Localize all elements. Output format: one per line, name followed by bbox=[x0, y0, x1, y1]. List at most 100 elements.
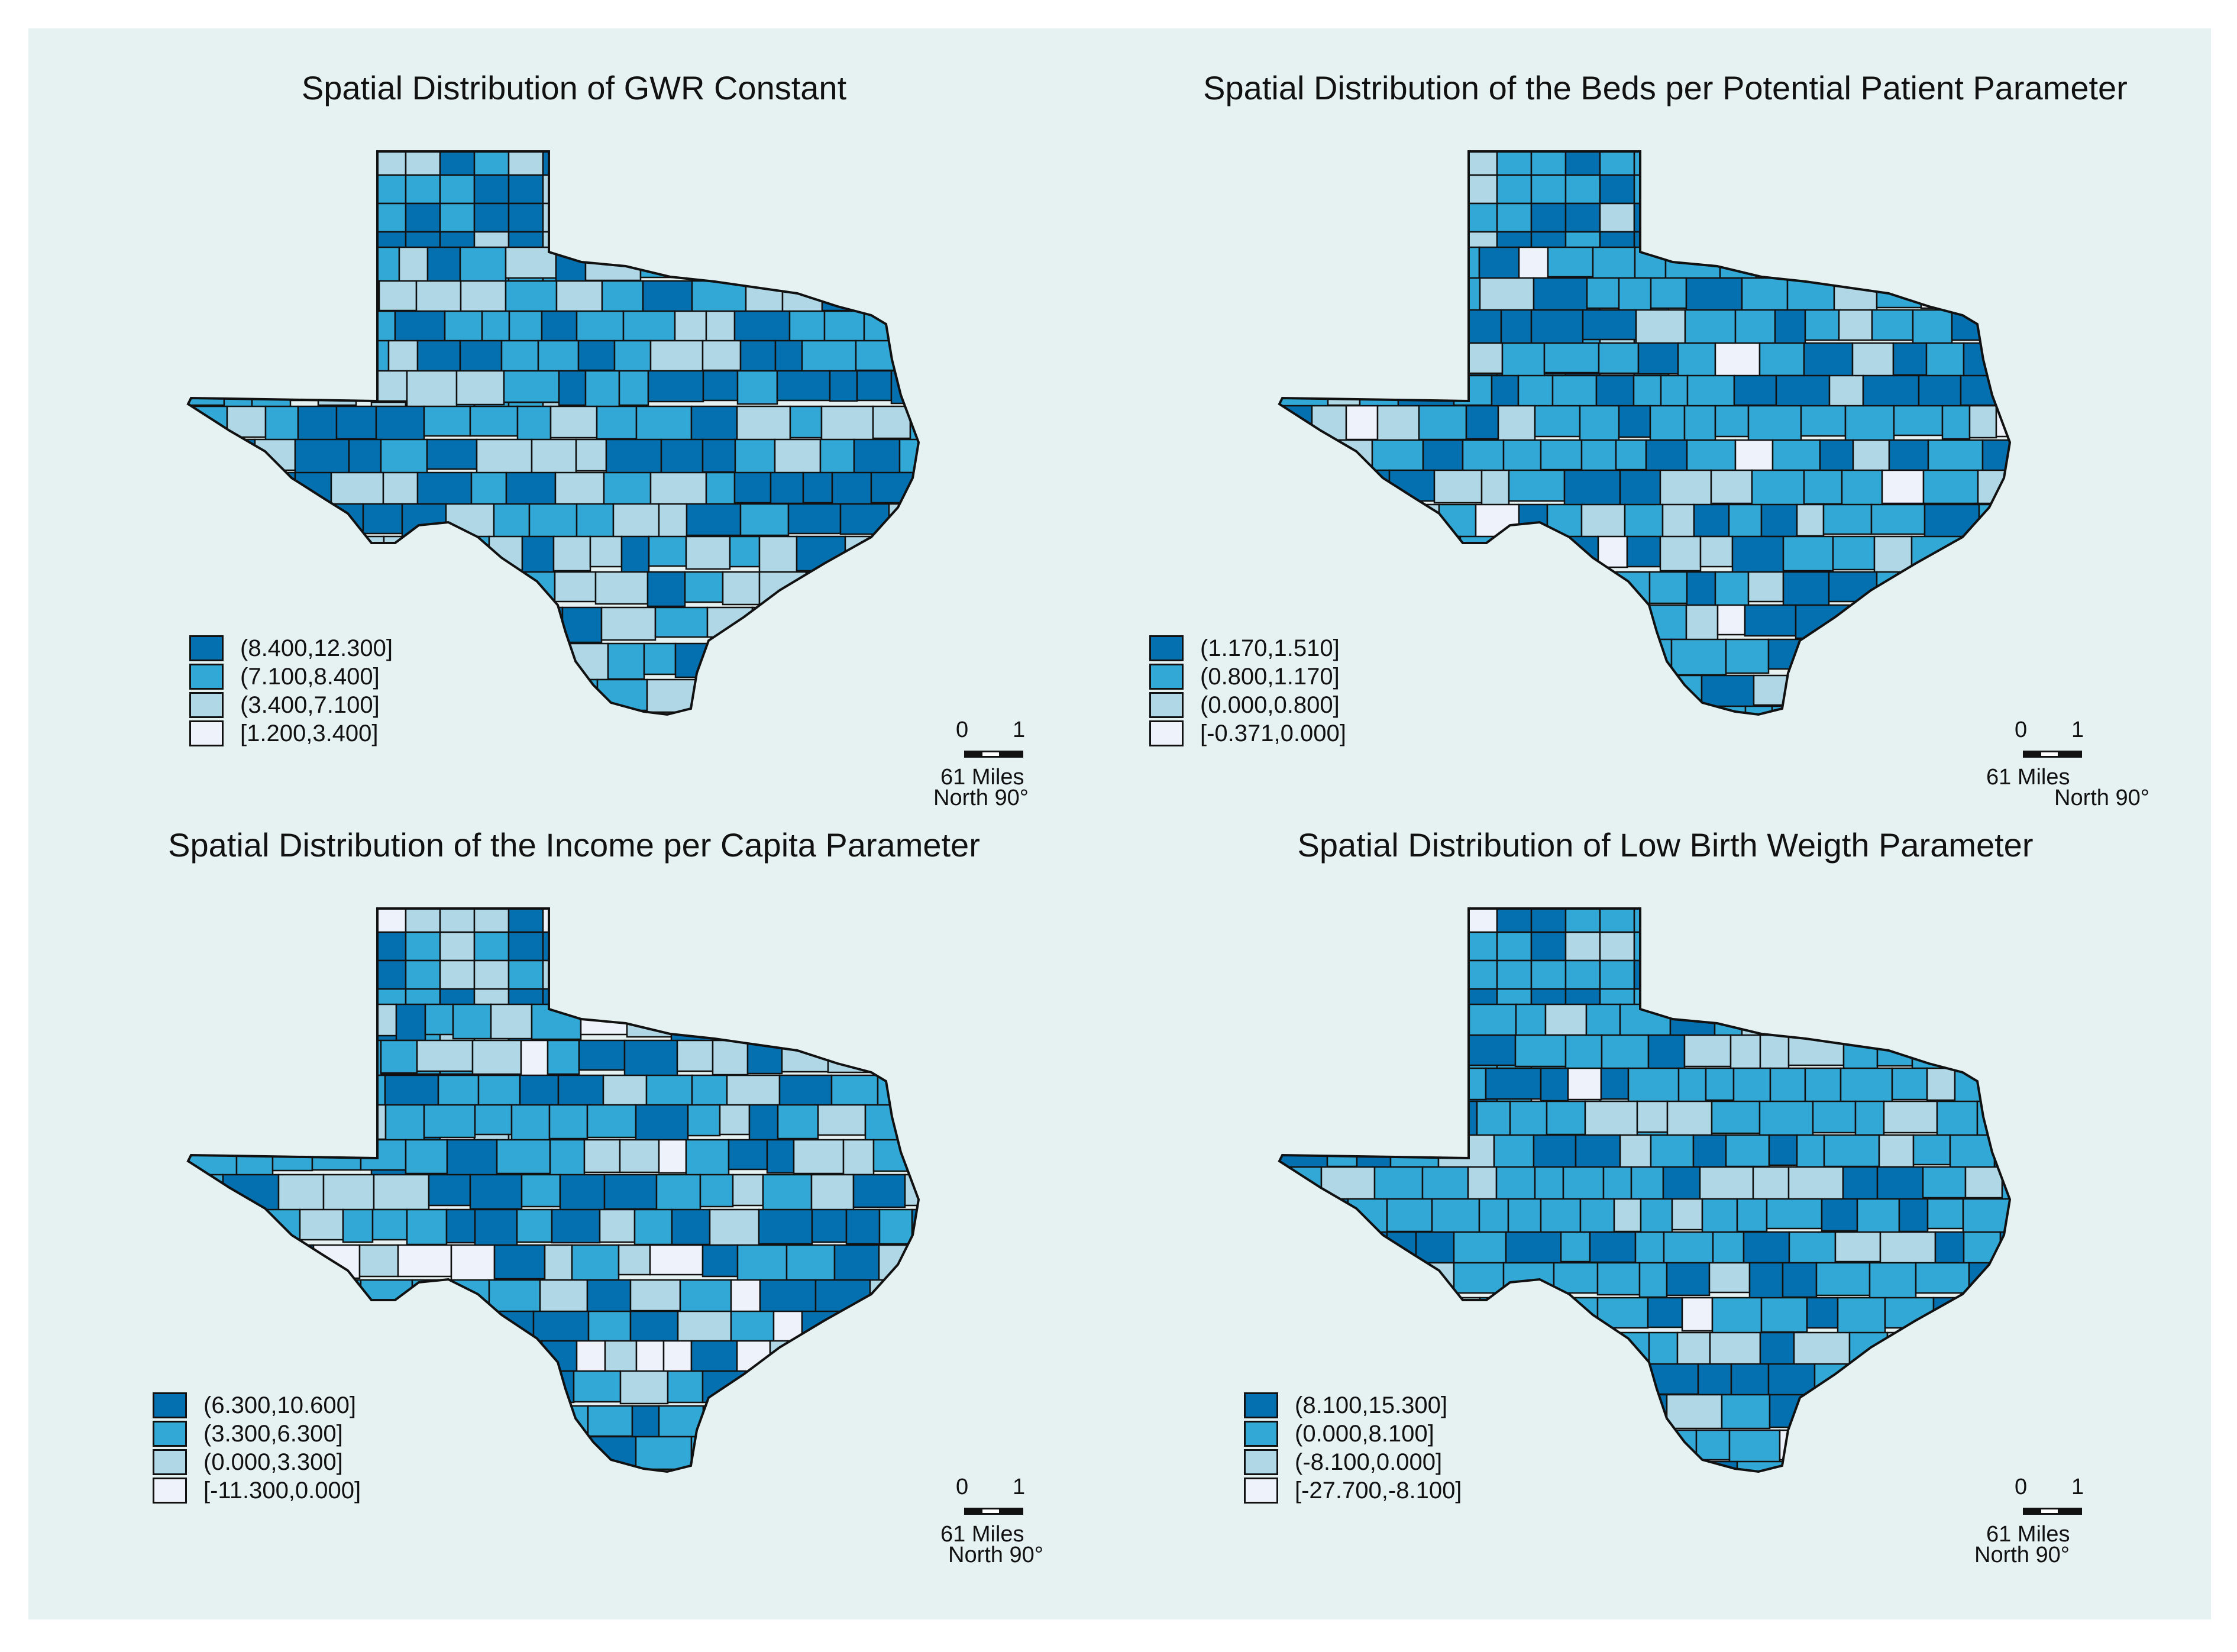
county-cell bbox=[1389, 1297, 1440, 1335]
county-cell bbox=[648, 535, 687, 567]
county-cell bbox=[687, 1104, 721, 1137]
county-cell bbox=[1444, 1331, 1484, 1363]
north-arrow-label: North 90° bbox=[948, 1543, 1043, 1567]
county-cell bbox=[1585, 1003, 1621, 1039]
county-cell bbox=[1926, 1198, 1964, 1230]
county-cell bbox=[1279, 1262, 1310, 1301]
county-cell bbox=[1733, 374, 1777, 406]
county-cell bbox=[277, 1173, 325, 1213]
county-cell bbox=[1573, 674, 1618, 707]
county-cell bbox=[1534, 1166, 1564, 1202]
county-cell bbox=[1579, 1198, 1615, 1234]
county-cell bbox=[1812, 1100, 1857, 1134]
county-cell bbox=[1300, 1297, 1341, 1331]
county-cell bbox=[1663, 1231, 1714, 1268]
county-cell bbox=[856, 370, 893, 402]
county-cell bbox=[774, 340, 803, 374]
county-cell bbox=[584, 370, 620, 409]
county-cell bbox=[1990, 674, 2010, 710]
county-cell bbox=[1857, 705, 1889, 715]
county-cell bbox=[1710, 469, 1753, 505]
county-cell bbox=[481, 310, 510, 342]
county-cell bbox=[296, 571, 328, 603]
county-cell bbox=[1802, 246, 1845, 279]
county-cell bbox=[623, 713, 671, 715]
county-cell bbox=[489, 1310, 535, 1347]
county-cell bbox=[870, 471, 917, 504]
north-arrow-label: North 90° bbox=[1974, 1543, 2070, 1567]
map-panel-gwr-constant: Spatial Distribution of GWR Constant (8.… bbox=[28, 28, 1120, 824]
scale-units: 61 Miles bbox=[1986, 765, 2070, 790]
county-cell bbox=[1279, 1003, 1320, 1036]
county-cell bbox=[1351, 1100, 1397, 1133]
county-cell bbox=[216, 438, 256, 473]
county-cell bbox=[289, 370, 319, 402]
county-cell bbox=[1462, 439, 1505, 475]
county-cell bbox=[639, 246, 691, 279]
county-cell bbox=[303, 1074, 348, 1108]
county-cell bbox=[804, 1003, 859, 1036]
county-cell bbox=[1882, 1394, 1916, 1428]
county-cell bbox=[1898, 1198, 1929, 1233]
county-cell bbox=[1806, 705, 1860, 715]
county-cell bbox=[496, 1139, 551, 1175]
county-cell bbox=[1465, 405, 1499, 440]
county-cell bbox=[1932, 1297, 1981, 1332]
county-cell bbox=[1601, 1034, 1650, 1070]
county-cell bbox=[1701, 1198, 1738, 1237]
county-cell bbox=[1319, 571, 1366, 608]
county-cell bbox=[774, 438, 822, 476]
county-cell bbox=[1883, 1100, 1938, 1134]
county-cell bbox=[907, 1436, 919, 1469]
county-cell bbox=[1479, 1297, 1525, 1331]
county-cell bbox=[1546, 1100, 1586, 1136]
county-cell bbox=[1418, 342, 1454, 377]
county-cell bbox=[1624, 503, 1664, 540]
county-cell bbox=[467, 571, 506, 607]
county-cell bbox=[1769, 1394, 1804, 1428]
north-arrow-label: North 90° bbox=[2054, 785, 2149, 810]
county-cell bbox=[188, 310, 224, 344]
county-cell bbox=[1553, 535, 1599, 570]
county-cell bbox=[587, 1405, 633, 1437]
county-cell bbox=[1782, 1460, 1816, 1472]
county-cell bbox=[853, 438, 901, 478]
county-cell bbox=[1599, 959, 1635, 990]
county-cell bbox=[1821, 1198, 1858, 1232]
county-cell bbox=[1803, 469, 1843, 505]
county-cell bbox=[385, 1310, 435, 1347]
county-cell bbox=[1964, 1003, 2010, 1040]
county-cell bbox=[805, 571, 857, 610]
county-cell bbox=[1356, 1134, 1392, 1171]
county-cell bbox=[552, 535, 591, 572]
county-cell bbox=[406, 1208, 448, 1246]
county-cell bbox=[726, 1074, 781, 1110]
county-cell bbox=[519, 678, 552, 715]
county-cell bbox=[1955, 277, 1986, 311]
county-cell bbox=[1279, 439, 1310, 477]
county-cell bbox=[342, 340, 390, 373]
county-cell bbox=[1922, 469, 1979, 505]
county-cell bbox=[878, 1208, 913, 1245]
county-cell bbox=[1858, 638, 1900, 677]
county-cell bbox=[817, 1104, 867, 1136]
legend-swatch bbox=[189, 692, 224, 718]
county-cell bbox=[188, 1003, 225, 1036]
county-cell bbox=[520, 1039, 549, 1078]
county-cell bbox=[244, 1310, 302, 1348]
map-title: Spatial Distribution of the Beds per Pot… bbox=[1203, 69, 2128, 106]
county-cell bbox=[1359, 674, 1414, 706]
county-cell bbox=[405, 1139, 448, 1175]
county-cell bbox=[477, 1370, 525, 1403]
legend-item: (-8.100,0.000] bbox=[1244, 1448, 1462, 1476]
county-cell bbox=[434, 678, 471, 715]
county-cell bbox=[1364, 571, 1413, 607]
county-cell bbox=[1324, 535, 1364, 568]
county-cell bbox=[423, 1104, 476, 1139]
county-cell bbox=[229, 1244, 281, 1284]
county-cell bbox=[1547, 246, 1594, 278]
county-cell bbox=[1522, 1394, 1574, 1429]
county-cell bbox=[222, 1173, 280, 1212]
map-title: Spatial Distribution of GWR Constant bbox=[301, 69, 847, 106]
county-cell bbox=[1815, 1262, 1871, 1297]
